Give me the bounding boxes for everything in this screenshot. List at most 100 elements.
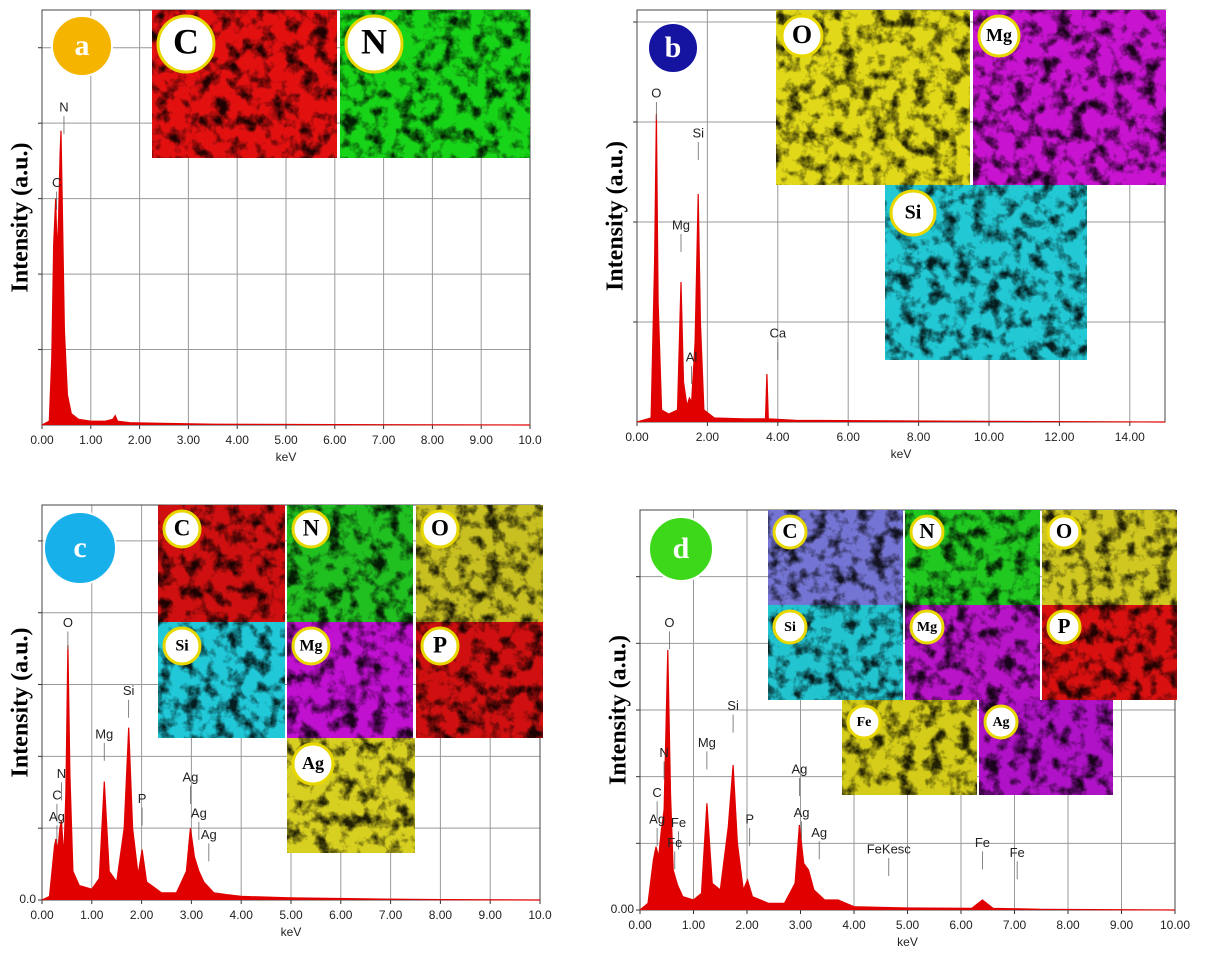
x-tick-label: 10.0 xyxy=(528,908,552,922)
peak-label: N xyxy=(59,100,68,115)
map-label: P xyxy=(1058,614,1071,638)
x-tick-label: 9.00 xyxy=(1110,918,1134,932)
x-tick-label: 7.00 xyxy=(1003,918,1027,932)
y-axis-label: Intensity (a.u.) xyxy=(8,142,34,292)
x-tick-label: 1.00 xyxy=(682,918,706,932)
x-axis-label: keV xyxy=(897,935,918,949)
peak-label: C xyxy=(52,787,61,802)
map-label-badge xyxy=(156,14,216,74)
map-label: C xyxy=(174,515,191,540)
peak-label: Ag xyxy=(649,811,665,826)
x-tick-label: 12.00 xyxy=(1044,430,1074,444)
map-label-badge xyxy=(780,14,824,58)
y-axis-label: Intensity (a.u.) xyxy=(606,635,632,785)
x-axis-label: keV xyxy=(891,447,912,461)
map-label: P xyxy=(433,632,447,657)
x-tick-label: 5.00 xyxy=(896,918,920,932)
spectrum-line xyxy=(41,644,541,901)
peak-label: Fe xyxy=(1010,845,1025,860)
peak-label: FeKesc xyxy=(867,841,912,856)
peak-label: Al xyxy=(686,349,698,364)
map-label-badge xyxy=(420,626,460,666)
x-tick-label: 1.00 xyxy=(80,908,104,922)
peak-label: C xyxy=(652,785,661,800)
map-label-badge xyxy=(1046,514,1082,550)
map-label: C xyxy=(173,21,199,61)
peak-label: Si xyxy=(727,698,739,713)
peak-label: O xyxy=(651,85,661,100)
map-label: N xyxy=(303,515,320,540)
map-label: N xyxy=(361,21,387,61)
map-label: Fe xyxy=(857,715,872,730)
panel-badge xyxy=(648,516,714,582)
x-tick-label: 10.0 xyxy=(518,433,542,447)
x-tick-label: 8.00 xyxy=(907,430,931,444)
peak-label: P xyxy=(745,811,754,826)
x-tick-label: 0.00 xyxy=(30,908,54,922)
panel-letter: d xyxy=(673,532,690,565)
map-label-badge xyxy=(846,704,882,740)
panel-badge xyxy=(647,22,699,74)
x-tick-label: 10.00 xyxy=(1160,918,1190,932)
peak-label: Ag xyxy=(791,761,807,776)
peak-label: Ag xyxy=(201,827,217,842)
x-tick-label: 6.00 xyxy=(329,908,353,922)
map-label-badge xyxy=(909,609,945,645)
map-label-badge xyxy=(977,14,1021,58)
peak-label: Fe xyxy=(975,835,990,850)
x-tick-label: 14.00 xyxy=(1115,430,1145,444)
x-tick-label: 4.00 xyxy=(230,908,254,922)
map-label-badge xyxy=(291,509,331,549)
spectrum-line xyxy=(636,113,1166,423)
map-label: N xyxy=(919,519,934,543)
peak-label: Si xyxy=(123,683,135,698)
x-tick-label: 4.00 xyxy=(226,433,250,447)
map-label-badge xyxy=(1046,609,1082,645)
y-tick-label: 0.00 xyxy=(611,902,635,916)
panel-letter: b xyxy=(665,31,682,64)
x-tick-label: 3.00 xyxy=(789,918,813,932)
x-tick-label: 9.00 xyxy=(470,433,494,447)
x-tick-label: 7.00 xyxy=(372,433,396,447)
peak-label: Si xyxy=(692,125,704,140)
map-label-badge xyxy=(162,626,202,666)
map-label-badge xyxy=(772,514,808,550)
map-label-badge xyxy=(420,509,460,549)
panel-letter: c xyxy=(73,531,86,564)
x-tick-label: 8.00 xyxy=(421,433,445,447)
peak-label: O xyxy=(63,615,73,630)
peak-label: Ca xyxy=(769,325,786,340)
x-tick-label: 10.00 xyxy=(974,430,1004,444)
peak-label: Ag xyxy=(182,769,198,784)
x-tick-label: 0.00 xyxy=(30,433,54,447)
x-tick-label: 4.00 xyxy=(766,430,790,444)
peak-label: Ag xyxy=(191,805,207,820)
map-label-badge xyxy=(291,626,331,666)
map-label: Mg xyxy=(299,638,322,655)
y-axis-label: Intensity (a.u.) xyxy=(603,141,629,291)
peak-label: Ag xyxy=(49,809,65,824)
map-label: Si xyxy=(905,202,922,224)
x-axis-label: keV xyxy=(281,925,302,939)
map-label-badge xyxy=(983,704,1019,740)
map-label: C xyxy=(782,519,797,543)
x-tick-label: 6.00 xyxy=(949,918,973,932)
x-tick-label: 3.00 xyxy=(177,433,201,447)
map-label: Ag xyxy=(302,753,324,773)
peak-label: Mg xyxy=(672,217,690,232)
map-label: Ag xyxy=(992,715,1009,730)
map-label-badge xyxy=(291,742,335,786)
x-tick-label: 0.00 xyxy=(625,430,649,444)
peak-label: O xyxy=(664,615,674,630)
peak-label: Ag xyxy=(794,805,810,820)
spectrum-line xyxy=(41,130,531,426)
peak-label: N xyxy=(57,766,66,781)
map-label: Mg xyxy=(917,620,937,635)
peak-label: Ag xyxy=(811,825,827,840)
x-tick-label: 4.00 xyxy=(842,918,866,932)
x-tick-label: 6.00 xyxy=(837,430,861,444)
x-axis-label: keV xyxy=(276,450,297,464)
peak-label: P xyxy=(138,791,147,806)
map-label: Si xyxy=(784,620,796,635)
